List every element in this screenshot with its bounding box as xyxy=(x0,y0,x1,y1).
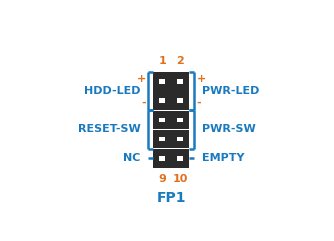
Text: PWR-SW: PWR-SW xyxy=(202,125,256,134)
Text: -: - xyxy=(196,97,201,107)
Text: RESET-SW: RESET-SW xyxy=(78,125,141,134)
Bar xyxy=(153,91,189,110)
Text: 10: 10 xyxy=(173,174,188,184)
Bar xyxy=(153,149,189,168)
Bar xyxy=(153,111,189,129)
Bar xyxy=(159,118,165,122)
Bar xyxy=(177,98,183,103)
Bar xyxy=(177,156,183,161)
Bar xyxy=(159,137,165,141)
Bar xyxy=(159,156,165,161)
Text: FP1: FP1 xyxy=(156,191,186,205)
Text: 1: 1 xyxy=(158,56,166,66)
Bar xyxy=(159,79,165,84)
Text: -: - xyxy=(141,97,146,107)
Bar xyxy=(153,72,189,91)
Text: 2: 2 xyxy=(176,56,184,66)
Bar xyxy=(159,98,165,103)
Text: 9: 9 xyxy=(158,174,166,184)
Text: +: + xyxy=(137,74,146,84)
Bar xyxy=(153,130,189,148)
Text: NC: NC xyxy=(123,154,141,163)
Bar xyxy=(177,118,183,122)
Bar xyxy=(177,137,183,141)
Text: +: + xyxy=(196,74,206,84)
Text: PWR-LED: PWR-LED xyxy=(202,86,259,96)
Bar xyxy=(177,79,183,84)
Text: HDD-LED: HDD-LED xyxy=(84,86,141,96)
Text: EMPTY: EMPTY xyxy=(202,154,244,163)
